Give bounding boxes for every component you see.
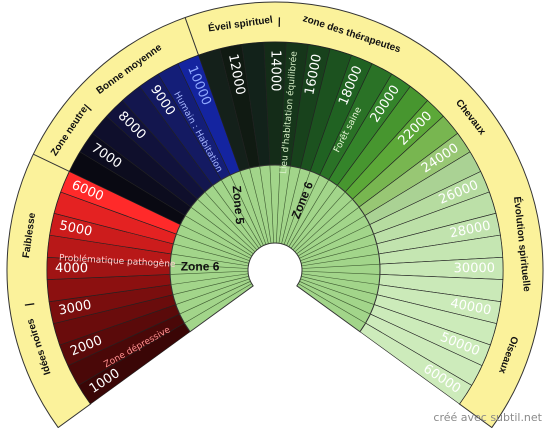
scale-value-label: 3000 [57,298,92,319]
inner-band-tick [283,170,311,245]
inner-band-tick [290,185,338,249]
inner-zone-label: Zone 5 [230,185,247,225]
inner-band-tick [301,276,378,295]
inner-band-tick [298,283,366,324]
inner-band-tick [297,215,365,257]
inner-band-tick [301,253,379,267]
inner-band-tick [301,273,380,285]
scale-value-label: 4000 [55,261,88,276]
inner-band-tick [170,273,249,285]
scale-segments [46,41,504,405]
inner-band-tick [184,283,252,324]
inner-band-tick [292,191,346,251]
inner-band-tick [300,278,375,305]
inner-zone-label: Zone 6 [181,260,220,274]
outer-band-divider [184,17,199,56]
inner-band-tick [170,263,249,269]
inner-band-tick [176,233,250,262]
inner-band-tick [276,165,281,244]
inner-band-tick [197,198,256,253]
outer-band-label: | [278,17,281,28]
inner-band-tick [288,179,330,247]
inner-band-tick [180,224,251,259]
inner-band [169,164,381,333]
inner-band-tick [259,166,272,244]
inner-band-tick [170,270,249,275]
inner-band-tick [171,253,249,267]
inner-band-tick [175,278,250,305]
inner-band-tick [185,215,253,257]
scale-value-label: 14000 [268,50,283,91]
inner-band-tick [286,174,320,246]
inner-band-tick [179,281,251,315]
inner-band-tick [269,165,274,244]
inner-band-tick [301,263,380,269]
inner-band-tick [301,243,377,264]
inner-band-tick [204,191,258,251]
inner-band-tick [301,270,380,275]
inner-band-tick [172,276,249,295]
inner-band-tick [249,168,269,244]
inner-band-tick [299,224,370,259]
inner-band-tick [173,243,249,264]
watermark: créé avec subtil.net [433,411,542,424]
inner-band-arc [169,164,381,333]
inner-band-tick [294,198,353,253]
inner-band-tick [299,281,371,315]
inner-band-tick [220,179,262,247]
inner-band-tick [190,206,254,255]
inner-band-tick [278,166,291,244]
outer-band-divider [33,153,70,172]
inner-band-tick [281,168,301,244]
scale-value-label: 5000 [58,218,93,239]
scale-value-label: 30000 [454,261,495,276]
outer-band-label: | [24,302,35,307]
inner-band-tick [212,185,260,249]
outer-band-label: | [83,103,93,112]
inner-band-tick [300,233,374,262]
inner-band-tick [296,206,360,255]
inner-band-tick [239,170,267,245]
inner-band-tick [230,174,264,246]
